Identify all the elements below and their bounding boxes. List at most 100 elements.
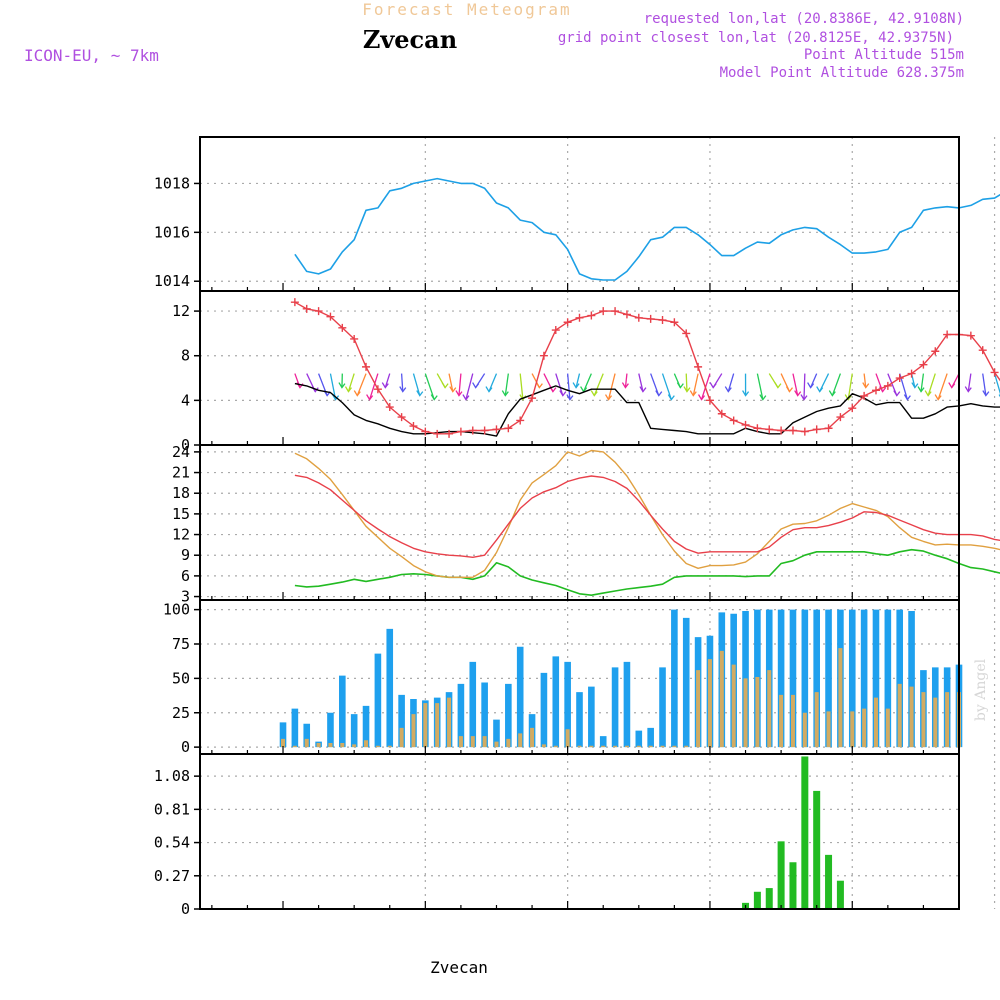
total-cloud-bar: [682, 617, 690, 748]
gust-marker: [539, 351, 548, 360]
low-cloud-bar: [719, 650, 724, 748]
low-cloud-bar: [707, 659, 712, 748]
wind-arrow-head: [501, 390, 509, 397]
gust-marker: [931, 347, 940, 356]
gust-marker: [373, 385, 382, 394]
total-cloud-bar: [469, 661, 477, 748]
gust-marker: [670, 318, 679, 327]
y-tick-label: 1018: [154, 174, 190, 192]
gust-marker: [694, 362, 703, 371]
wind-direction-arrow: [458, 373, 462, 396]
total-cloud-bar: [860, 609, 868, 748]
gust-marker: [504, 424, 513, 433]
wind-direction-arrow: [927, 373, 936, 396]
gust-marker: [966, 331, 975, 340]
wind-arrow-head: [759, 394, 767, 401]
wind-direction-arrow: [967, 373, 972, 392]
gust-marker: [622, 310, 631, 319]
gust-marker: [871, 386, 880, 395]
wind-direction-arrow: [593, 373, 604, 396]
total-cloud-bar: [576, 692, 583, 748]
low-cloud-bar: [316, 743, 321, 748]
low-cloud-bar: [328, 743, 333, 748]
wind-arrow-head: [934, 394, 942, 401]
y-tick-label: 75: [172, 635, 190, 653]
wind-arrow-head: [785, 386, 794, 393]
wind-direction-arrow: [400, 373, 404, 392]
wind-direction-arrow: [329, 373, 337, 400]
y-tick-label: 9: [181, 546, 190, 564]
low-cloud-bar: [873, 697, 878, 748]
wind-direction-arrow: [424, 373, 435, 400]
temp-2m-line: [294, 474, 1000, 558]
low-cloud-bar: [458, 736, 463, 748]
low-cloud-bar: [375, 745, 380, 748]
gust-marker: [682, 329, 691, 338]
wind-arrow-head: [724, 386, 732, 393]
total-cloud-bar: [374, 653, 382, 748]
wind-direction-arrow: [661, 373, 672, 400]
axis-layer: 1014101610180481236912151821240255075100…: [154, 174, 925, 918]
wind-arrow-head: [441, 382, 449, 389]
gust-marker: [350, 334, 359, 343]
total-cloud-bar: [884, 609, 892, 748]
total-cloud-bar: [789, 609, 797, 748]
wind-arrow-head: [399, 386, 407, 393]
total-cloud-bar: [801, 609, 809, 748]
low-cloud-bar: [399, 727, 404, 748]
wind-direction-arrow: [937, 373, 948, 400]
gust-marker: [800, 427, 809, 436]
y-tick-label: 0.81: [154, 800, 190, 818]
total-cloud-bar: [362, 705, 370, 748]
low-cloud-bar: [589, 745, 594, 748]
low-cloud-bar: [530, 727, 535, 748]
gust-marker: [290, 298, 299, 307]
y-tick-label: 0.54: [154, 834, 190, 852]
y-tick-label: 0.27: [154, 867, 190, 885]
low-cloud-bar: [352, 744, 357, 748]
low-cloud-bar: [660, 745, 665, 748]
low-cloud-bar: [435, 703, 440, 748]
y-tick-label: 0: [181, 436, 190, 454]
wind-direction-arrow: [727, 373, 735, 392]
total-cloud-bar: [564, 661, 571, 748]
total-cloud-bar: [635, 730, 643, 748]
wind-arrow-head: [982, 390, 990, 397]
wind-arrow-head: [366, 394, 374, 401]
low-cloud-bar: [755, 677, 760, 748]
precip-bar: [789, 862, 797, 909]
total-cloud-bar: [386, 628, 394, 748]
low-cloud-bar: [423, 703, 428, 748]
gust-marker: [575, 313, 584, 322]
frame-layer: [199, 136, 960, 910]
low-cloud-bar: [482, 736, 487, 748]
wind-direction-arrow: [583, 373, 592, 392]
wind-arrow-head: [430, 394, 438, 401]
total-cloud-bar: [848, 609, 856, 748]
gust-marker: [848, 404, 857, 413]
gust-marker: [326, 312, 335, 321]
gust-marker: [895, 374, 904, 383]
total-cloud-bar: [457, 683, 465, 748]
low-cloud-bar: [684, 745, 689, 748]
gust-marker: [777, 426, 786, 435]
total-cloud-bar: [611, 667, 619, 748]
wind-arrow-head: [911, 382, 919, 389]
data-layer: [200, 177, 1000, 910]
gust-marker: [563, 318, 572, 327]
gust-marker: [812, 425, 821, 434]
model-label: ICON-EU, ~ 7km: [24, 46, 159, 65]
gust-marker: [587, 311, 596, 320]
y-tick-label: 12: [172, 302, 190, 320]
wind-direction-arrow: [607, 373, 616, 400]
gust-marker: [492, 425, 501, 434]
wind-arrow-head: [338, 382, 346, 389]
low-cloud-bar: [447, 697, 452, 748]
gust-marker: [883, 381, 892, 390]
low-cloud-bar: [613, 745, 618, 748]
wind-arrow-head: [800, 394, 808, 401]
precip-bar: [765, 888, 773, 909]
wind-gust-line: [294, 301, 1000, 435]
low-cloud-bar: [636, 745, 641, 748]
y-tick-label: 1014: [154, 272, 190, 290]
